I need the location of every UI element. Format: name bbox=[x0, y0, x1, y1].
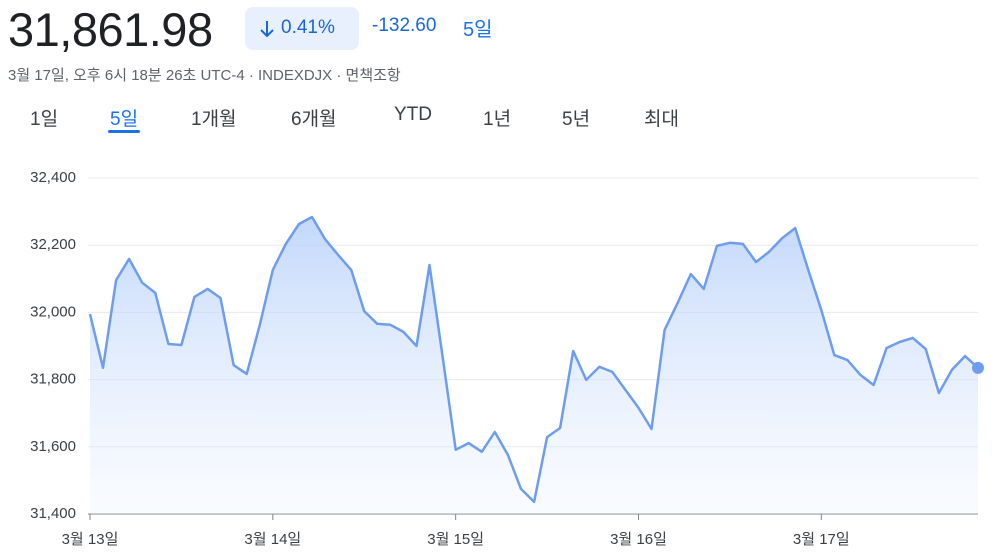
range-tab[interactable]: 최대 bbox=[644, 109, 679, 130]
x-tick-label: 3월 13일 bbox=[62, 531, 119, 548]
price-line bbox=[88, 215, 979, 504]
x-tick-label: 3월 14일 bbox=[244, 531, 301, 548]
x-tick-label: 3월 17일 bbox=[793, 531, 850, 548]
range-tab[interactable]: 6개월 bbox=[291, 109, 337, 130]
range-tab[interactable]: 1년 bbox=[483, 109, 512, 130]
y-tick-label: 32,000 bbox=[30, 303, 76, 320]
price: 31,861.98 bbox=[8, 3, 213, 56]
y-tick-label: 32,400 bbox=[30, 169, 76, 186]
down-arrow bbox=[260, 21, 274, 38]
y-tick-label: 31,400 bbox=[30, 505, 76, 522]
change-value: -132.60 bbox=[372, 15, 437, 36]
y-tick-label: 31,600 bbox=[30, 438, 76, 455]
subtitle: 3월 17일, 오후 6시 18분 26초 UTC-4 · INDEXDJX ·… bbox=[8, 67, 401, 84]
change-badge: 0.41% bbox=[245, 7, 359, 50]
change-percent: 0.41% bbox=[281, 17, 335, 38]
range-tab[interactable]: 5년 bbox=[562, 109, 591, 130]
x-tick-label: 3월 15일 bbox=[427, 531, 484, 548]
range-tab[interactable]: 1일 bbox=[30, 109, 59, 130]
x-tick-label: 3월 16일 bbox=[610, 531, 667, 548]
change-period: 5일 bbox=[463, 19, 493, 41]
range-tab[interactable]: YTD bbox=[394, 104, 432, 125]
tab-underline bbox=[108, 130, 140, 133]
y-tick-label: 31,800 bbox=[30, 371, 76, 388]
last-point bbox=[972, 361, 984, 374]
area bbox=[90, 217, 978, 514]
y-tick-label: 32,200 bbox=[30, 236, 76, 253]
range-tab[interactable]: 5일 bbox=[110, 109, 139, 130]
range-tab[interactable]: 1개월 bbox=[191, 109, 237, 130]
